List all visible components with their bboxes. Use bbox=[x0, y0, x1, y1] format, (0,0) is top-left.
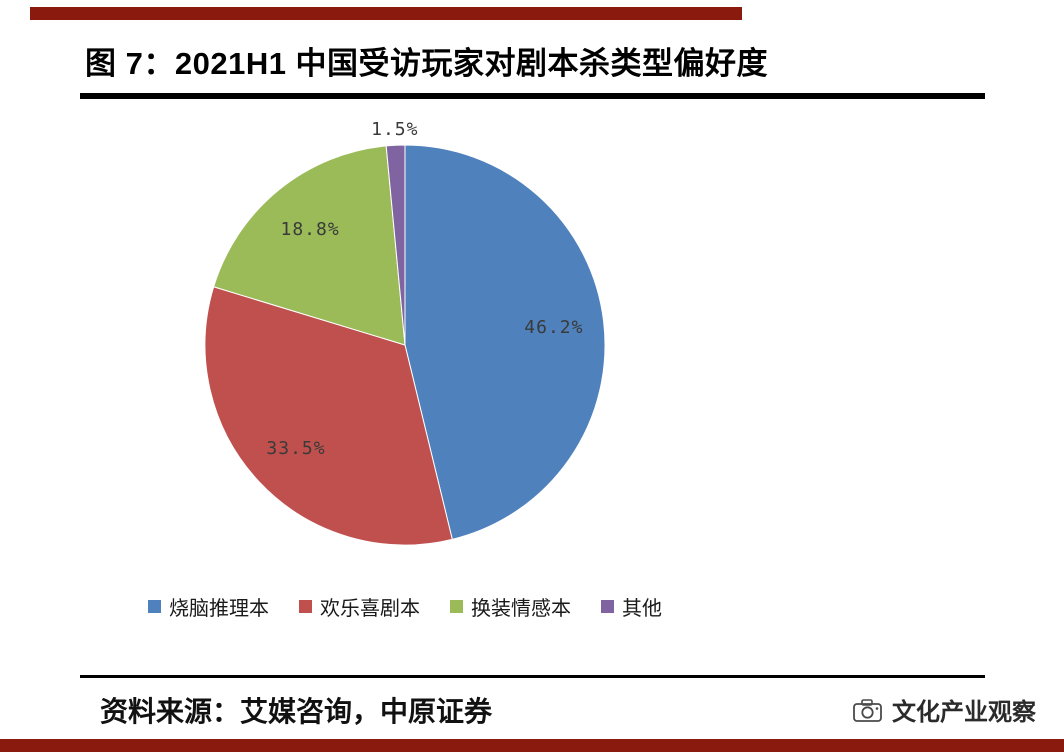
pie-data-label: 18.8% bbox=[281, 219, 340, 240]
pie-chart-svg: 46.2% 33.5% 18.8% 1.5% bbox=[204, 119, 606, 546]
legend-label: 其他 bbox=[622, 595, 662, 620]
pie-slice-4 bbox=[385, 144, 406, 346]
legend-swatch bbox=[450, 599, 463, 613]
figure-title: 图 7：2021H1 中国受访玩家对剧本杀类型偏好度 bbox=[85, 46, 769, 81]
pie-slice-2 bbox=[204, 286, 453, 546]
chart-legend: 烧脑推理本 欢乐喜剧本 换装情感本 其他 bbox=[85, 592, 725, 620]
source-text: 资料来源：艾媒咨询，中原证券 bbox=[100, 695, 493, 728]
legend-label: 换装情感本 bbox=[471, 595, 571, 620]
pie-chart: 46.2% 33.5% 18.8% 1.5% bbox=[105, 115, 705, 585]
top-accent-bar bbox=[30, 7, 742, 20]
legend-swatch bbox=[299, 599, 312, 613]
footer-divider bbox=[80, 675, 985, 678]
legend-item: 换装情感本 bbox=[450, 592, 571, 621]
legend-swatch bbox=[601, 599, 614, 613]
legend-label: 烧脑推理本 bbox=[169, 595, 269, 620]
legend-item: 欢乐喜剧本 bbox=[299, 592, 420, 621]
legend-item: 其他 bbox=[601, 592, 662, 621]
pie-data-label: 33.5% bbox=[266, 438, 325, 459]
legend-label: 欢乐喜剧本 bbox=[320, 595, 420, 620]
title-underline bbox=[80, 93, 985, 99]
pie-data-label: 1.5% bbox=[371, 119, 418, 140]
bottom-accent-bar bbox=[0, 739, 1064, 752]
brand-name: 文化产业观察 bbox=[892, 699, 1036, 726]
pie-slice-3 bbox=[213, 145, 406, 346]
camera-icon bbox=[851, 696, 885, 724]
legend-item: 烧脑推理本 bbox=[148, 592, 269, 621]
brand-logo: 文化产业观察 bbox=[851, 692, 1036, 727]
pie-data-label: 46.2% bbox=[524, 317, 583, 338]
legend-swatch bbox=[148, 599, 161, 613]
pie-slice-1 bbox=[404, 144, 606, 540]
